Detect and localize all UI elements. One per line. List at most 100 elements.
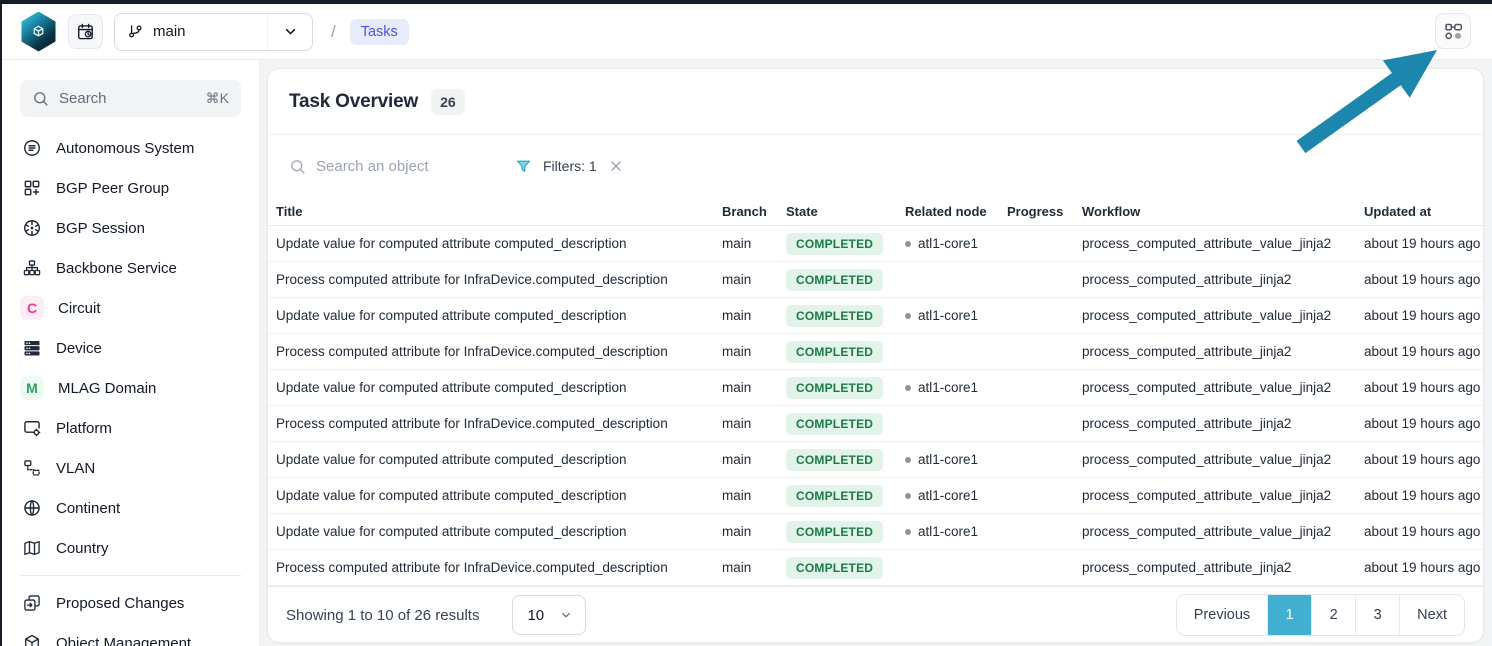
- state-badge: COMPLETED: [786, 269, 883, 291]
- object-management-icon: [22, 633, 42, 646]
- cell-branch: main: [714, 524, 778, 539]
- cell-related-node: atl1-core1: [897, 236, 999, 251]
- related-node[interactable]: atl1-core1: [905, 236, 999, 251]
- sidebar-item-device[interactable]: Device: [20, 328, 241, 368]
- column-header-state: State: [778, 204, 897, 219]
- sidebar-item-backbone-service[interactable]: Backbone Service: [20, 248, 241, 288]
- sidebar-item-platform[interactable]: Platform: [20, 408, 241, 448]
- sidebar-search[interactable]: Search ⌘K: [20, 80, 241, 117]
- card-header: Task Overview 26: [268, 69, 1483, 135]
- related-node[interactable]: atl1-core1: [905, 488, 999, 503]
- sidebar-item-circuit[interactable]: C Circuit: [20, 288, 241, 328]
- filter-funnel-icon[interactable]: [515, 158, 532, 175]
- cell-title: Process computed attribute for InfraDevi…: [268, 344, 714, 359]
- country-map-icon: [22, 538, 42, 558]
- backbone-service-icon: [22, 258, 42, 278]
- branch-selector-caret[interactable]: [267, 14, 312, 50]
- previous-page-button[interactable]: Previous: [1177, 595, 1267, 635]
- mlag-letter-badge: M: [20, 376, 44, 400]
- cell-updated-at: about 19 hours ago: [1356, 380, 1483, 395]
- cell-related-node: atl1-core1: [897, 308, 999, 323]
- state-badge: COMPLETED: [786, 557, 883, 579]
- cell-related-node: atl1-core1: [897, 380, 999, 395]
- cell-related-node: [897, 565, 999, 571]
- table-row[interactable]: Update value for computed attribute comp…: [268, 298, 1483, 334]
- table-row[interactable]: Update value for computed attribute comp…: [268, 226, 1483, 262]
- page-size-value: 10: [527, 607, 551, 624]
- state-badge: COMPLETED: [786, 233, 883, 255]
- table-row[interactable]: Update value for computed attribute comp…: [268, 514, 1483, 550]
- sidebar-item-autonomous-system[interactable]: Autonomous System: [20, 128, 241, 168]
- table-row[interactable]: Process computed attribute for InfraDevi…: [268, 550, 1483, 586]
- sidebar-item-country[interactable]: Country: [20, 528, 241, 568]
- cell-branch: main: [714, 272, 778, 287]
- chevron-down-icon: [559, 608, 573, 622]
- autonomous-system-icon: [22, 138, 42, 158]
- table-row[interactable]: Update value for computed attribute comp…: [268, 370, 1483, 406]
- column-header-title: Title: [268, 204, 714, 219]
- object-search[interactable]: [289, 158, 489, 175]
- cell-workflow: process_computed_attribute_value_jinja2: [1074, 488, 1356, 503]
- node-dot-icon: [905, 385, 911, 391]
- state-badge: COMPLETED: [786, 485, 883, 507]
- platform-icon: [22, 418, 42, 438]
- task-overview-card: Task Overview 26 Filters: 1 Title: [267, 68, 1484, 643]
- cell-state: COMPLETED: [778, 413, 897, 435]
- cell-related-node: atl1-core1: [897, 452, 999, 467]
- circuit-letter-badge: C: [20, 296, 44, 320]
- sidebar-nav: Autonomous System BGP Peer Group BGP Ses…: [20, 128, 241, 568]
- object-search-input[interactable]: [316, 158, 489, 175]
- vlan-icon: [22, 458, 42, 478]
- close-icon: [608, 158, 624, 174]
- sidebar-item-vlan[interactable]: VLAN: [20, 448, 241, 488]
- sidebar-item-bgp-peer-group[interactable]: BGP Peer Group: [20, 168, 241, 208]
- main-content: Task Overview 26 Filters: 1 Title: [260, 60, 1492, 646]
- infrahub-logo[interactable]: [20, 12, 57, 52]
- chevron-down-icon: [282, 23, 299, 40]
- related-node[interactable]: atl1-core1: [905, 524, 999, 539]
- cell-workflow: process_computed_attribute_jinja2: [1074, 560, 1356, 575]
- cell-state: COMPLETED: [778, 449, 897, 471]
- cell-state: COMPLETED: [778, 557, 897, 579]
- cell-workflow: process_computed_attribute_jinja2: [1074, 272, 1356, 287]
- cell-state: COMPLETED: [778, 269, 897, 291]
- sidebar-item-object-management[interactable]: Object Management: [20, 623, 241, 646]
- calendar-clock-icon: [76, 22, 95, 41]
- cell-related-node: atl1-core1: [897, 524, 999, 539]
- calendar-clock-button[interactable]: [68, 14, 103, 49]
- table-row[interactable]: Update value for computed attribute comp…: [268, 478, 1483, 514]
- table-row[interactable]: Process computed attribute for InfraDevi…: [268, 334, 1483, 370]
- column-header-updated-at: Updated at: [1356, 204, 1483, 219]
- search-icon: [289, 158, 306, 175]
- sidebar-item-bgp-session[interactable]: BGP Session: [20, 208, 241, 248]
- cell-related-node: [897, 349, 999, 355]
- branch-selector[interactable]: main: [114, 13, 313, 51]
- schema-visualizer-button[interactable]: [1435, 13, 1471, 49]
- sidebar-item-proposed-changes[interactable]: Proposed Changes: [20, 583, 241, 623]
- next-page-button[interactable]: Next: [1399, 595, 1464, 635]
- page-1-button[interactable]: 1: [1267, 595, 1311, 635]
- related-node[interactable]: atl1-core1: [905, 308, 999, 323]
- page-size-select[interactable]: 10: [512, 595, 586, 635]
- cell-title: Update value for computed attribute comp…: [268, 452, 714, 467]
- cell-state: COMPLETED: [778, 305, 897, 327]
- table-row[interactable]: Process computed attribute for InfraDevi…: [268, 406, 1483, 442]
- sidebar-item-mlag-domain[interactable]: M MLAG Domain: [20, 368, 241, 408]
- task-count-badge: 26: [431, 89, 465, 115]
- cell-related-node: atl1-core1: [897, 488, 999, 503]
- page-2-button[interactable]: 2: [1311, 595, 1355, 635]
- cell-updated-at: about 19 hours ago: [1356, 488, 1483, 503]
- related-node[interactable]: atl1-core1: [905, 380, 999, 395]
- cell-title: Update value for computed attribute comp…: [268, 308, 714, 323]
- clear-filters-button[interactable]: [608, 158, 624, 174]
- table-row[interactable]: Update value for computed attribute comp…: [268, 442, 1483, 478]
- branch-selector-value: main: [115, 23, 267, 40]
- related-node[interactable]: atl1-core1: [905, 452, 999, 467]
- page-3-button[interactable]: 3: [1355, 595, 1399, 635]
- sidebar-item-continent[interactable]: Continent: [20, 488, 241, 528]
- cell-updated-at: about 19 hours ago: [1356, 560, 1483, 575]
- breadcrumb-tasks[interactable]: Tasks: [350, 19, 409, 45]
- table-row[interactable]: Process computed attribute for InfraDevi…: [268, 262, 1483, 298]
- cell-title: Process computed attribute for InfraDevi…: [268, 416, 714, 431]
- pagination: Previous 1 2 3 Next: [1176, 594, 1465, 636]
